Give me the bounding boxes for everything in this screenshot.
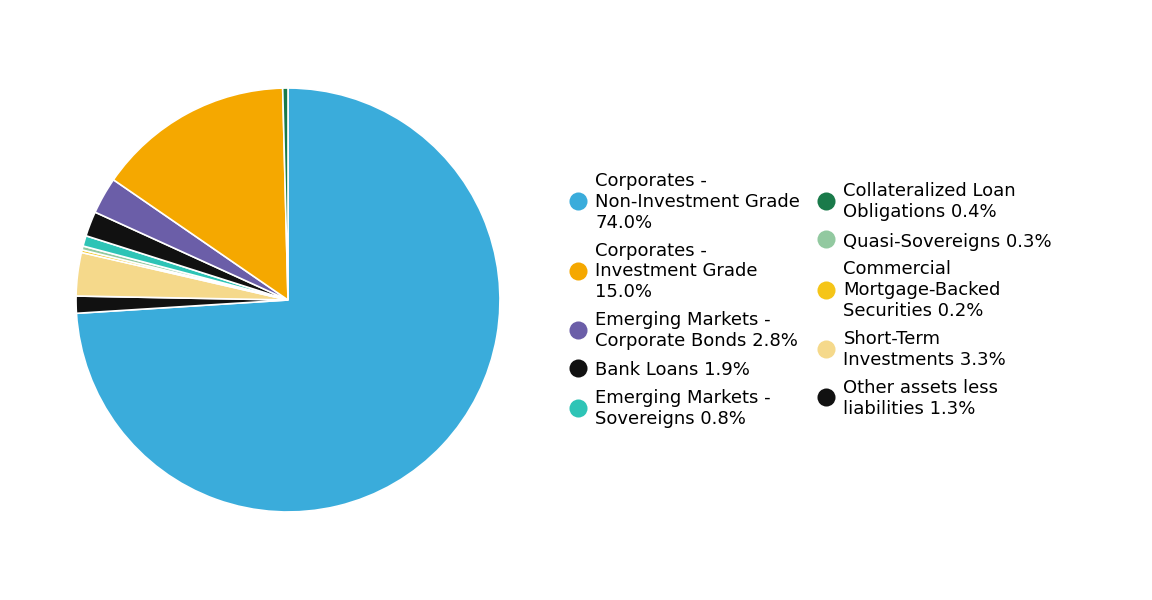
Wedge shape (83, 236, 288, 300)
Wedge shape (282, 88, 288, 300)
Wedge shape (82, 250, 288, 300)
Wedge shape (76, 88, 500, 512)
Wedge shape (76, 296, 288, 313)
Wedge shape (86, 212, 288, 300)
Wedge shape (76, 253, 288, 300)
Wedge shape (113, 88, 288, 300)
Legend: Corporates -
Non-Investment Grade
74.0%, Corporates -
Investment Grade
15.0%, Em: Corporates - Non-Investment Grade 74.0%,… (574, 172, 1052, 428)
Wedge shape (82, 246, 288, 300)
Wedge shape (96, 180, 288, 300)
